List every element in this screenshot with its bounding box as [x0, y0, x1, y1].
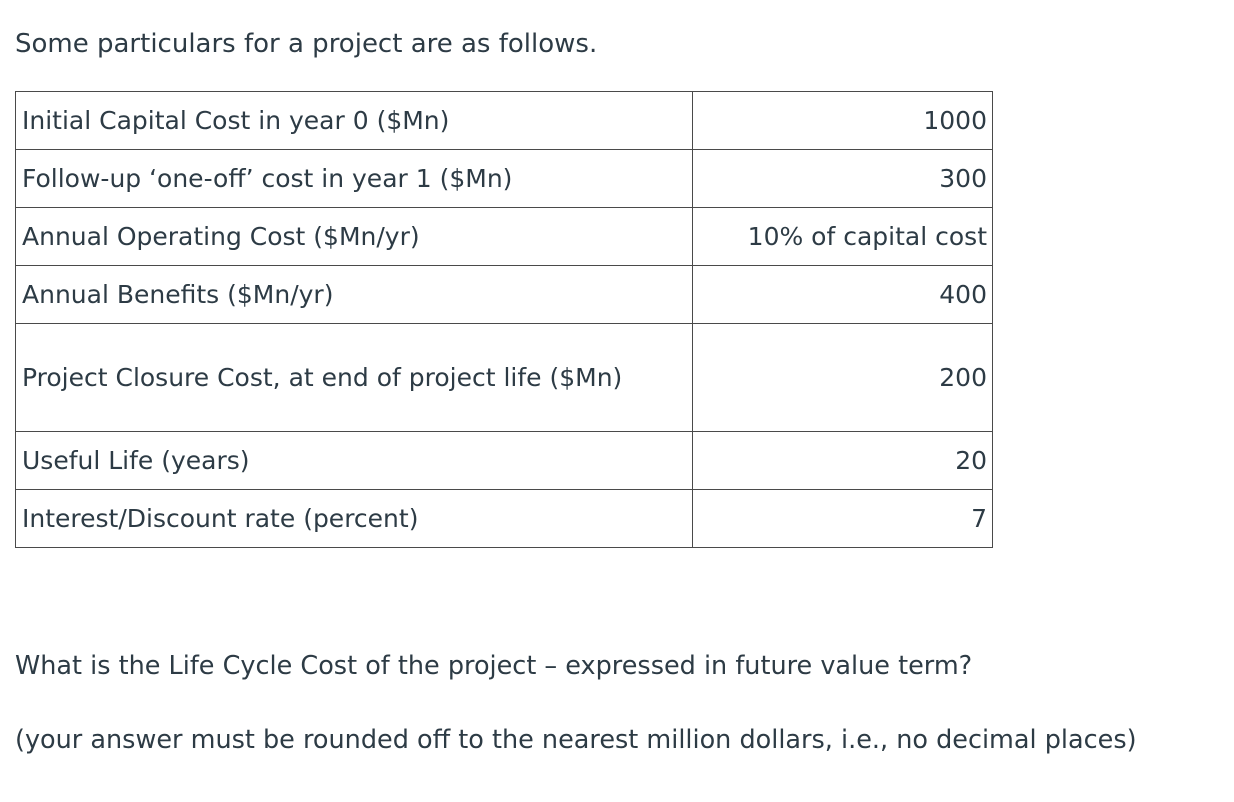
table-row: Initial Capital Cost in year 0 ($Mn) 100… — [15, 91, 993, 150]
intro-text: Some particulars for a project are as fo… — [15, 29, 598, 59]
question-text: What is the Life Cycle Cost of the proje… — [15, 651, 973, 681]
row-value: 20 — [692, 431, 993, 490]
table-row: Annual Operating Cost ($Mn/yr) 10% of ca… — [15, 207, 993, 266]
row-value: 10% of capital cost — [692, 207, 993, 266]
table-row: Follow-up ‘one-off’ cost in year 1 ($Mn)… — [15, 149, 993, 208]
table-row: Annual Benefits ($Mn/yr) 400 — [15, 265, 993, 324]
row-value: 7 — [692, 489, 993, 548]
row-label: Annual Operating Cost ($Mn/yr) — [15, 207, 693, 266]
answer-instruction: (your answer must be rounded off to the … — [15, 725, 1137, 755]
row-label: Annual Benefits ($Mn/yr) — [15, 265, 693, 324]
row-label: Useful Life (years) — [15, 431, 693, 490]
row-label: Initial Capital Cost in year 0 ($Mn) — [15, 91, 693, 150]
row-value: 1000 — [692, 91, 993, 150]
row-value: 300 — [692, 149, 993, 208]
particulars-table: Initial Capital Cost in year 0 ($Mn) 100… — [15, 91, 993, 548]
row-value: 400 — [692, 265, 993, 324]
row-value: 200 — [692, 323, 993, 432]
table-row: Project Closure Cost, at end of project … — [15, 323, 993, 432]
table-row: Useful Life (years) 20 — [15, 431, 993, 490]
row-label: Follow-up ‘one-off’ cost in year 1 ($Mn) — [15, 149, 693, 208]
table-row: Interest/Discount rate (percent) 7 — [15, 489, 993, 548]
row-label: Project Closure Cost, at end of project … — [15, 323, 693, 432]
row-label: Interest/Discount rate (percent) — [15, 489, 693, 548]
